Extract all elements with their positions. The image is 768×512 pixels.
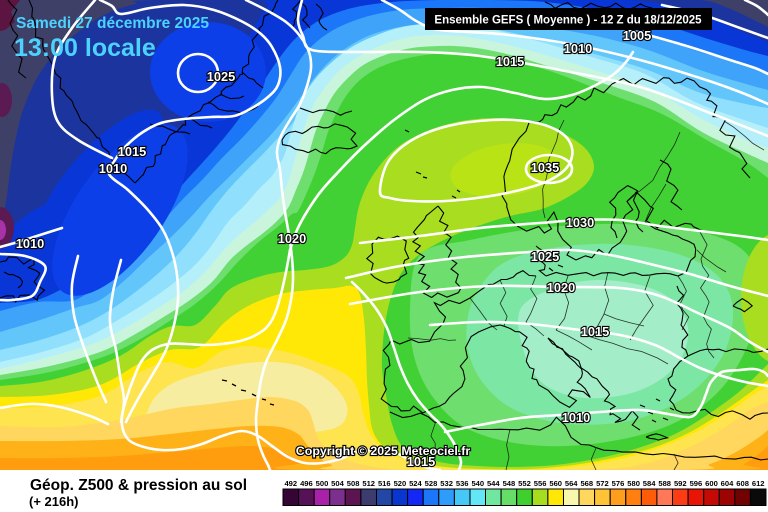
svg-text:540: 540 xyxy=(471,479,484,488)
svg-text:512: 512 xyxy=(362,479,375,488)
svg-text:556: 556 xyxy=(534,479,547,488)
svg-text:604: 604 xyxy=(721,479,734,488)
svg-text:532: 532 xyxy=(440,479,453,488)
svg-text:1005: 1005 xyxy=(623,28,651,43)
svg-text:536: 536 xyxy=(456,479,469,488)
svg-text:576: 576 xyxy=(612,479,625,488)
svg-text:1020: 1020 xyxy=(278,231,306,246)
svg-text:600: 600 xyxy=(705,479,718,488)
svg-text:500: 500 xyxy=(316,479,329,488)
svg-text:1030: 1030 xyxy=(566,215,594,230)
svg-text:516: 516 xyxy=(378,479,391,488)
svg-text:1010: 1010 xyxy=(562,410,590,425)
svg-text:(+ 216h): (+ 216h) xyxy=(29,494,79,509)
svg-text:612: 612 xyxy=(752,479,765,488)
svg-text:492: 492 xyxy=(284,479,297,488)
svg-text:520: 520 xyxy=(394,479,407,488)
svg-text:568: 568 xyxy=(580,479,593,488)
svg-text:528: 528 xyxy=(425,479,438,488)
svg-text:1025: 1025 xyxy=(531,249,559,264)
svg-text:1015: 1015 xyxy=(407,454,435,469)
svg-text:580: 580 xyxy=(627,479,640,488)
svg-text:1015: 1015 xyxy=(118,144,146,159)
svg-text:508: 508 xyxy=(347,479,360,488)
svg-text:Géop. Z500 & pression au sol: Géop. Z500 & pression au sol xyxy=(30,477,247,494)
svg-text:1015: 1015 xyxy=(496,54,524,69)
svg-text:1020: 1020 xyxy=(547,280,575,295)
svg-text:584: 584 xyxy=(643,479,656,488)
svg-text:524: 524 xyxy=(409,479,422,488)
svg-text:1015: 1015 xyxy=(581,324,609,339)
svg-text:1010: 1010 xyxy=(99,161,127,176)
svg-text:504: 504 xyxy=(331,479,344,488)
svg-text:13:00 locale: 13:00 locale xyxy=(14,34,156,62)
svg-text:608: 608 xyxy=(736,479,749,488)
svg-text:Copyright © 2025 Meteociel.fr: Copyright © 2025 Meteociel.fr xyxy=(296,444,471,458)
svg-text:Samedi 27 décembre 2025: Samedi 27 décembre 2025 xyxy=(16,15,209,32)
svg-text:592: 592 xyxy=(674,479,687,488)
svg-text:496: 496 xyxy=(300,479,313,488)
svg-text:Ensemble GEFS ( Moyenne ) -: Ensemble GEFS ( Moyenne ) - 12 Z du 18/1… xyxy=(434,15,702,27)
svg-text:552: 552 xyxy=(518,479,531,488)
svg-text:560: 560 xyxy=(549,479,562,488)
svg-text:564: 564 xyxy=(565,479,578,488)
svg-text:544: 544 xyxy=(487,479,500,488)
svg-text:1035: 1035 xyxy=(531,160,559,175)
svg-text:1025: 1025 xyxy=(207,69,235,84)
svg-text:1010: 1010 xyxy=(16,236,44,251)
svg-text:596: 596 xyxy=(690,479,703,488)
svg-text:548: 548 xyxy=(503,479,516,488)
svg-text:572: 572 xyxy=(596,479,609,488)
svg-text:588: 588 xyxy=(658,479,671,488)
svg-text:1010: 1010 xyxy=(564,41,592,56)
